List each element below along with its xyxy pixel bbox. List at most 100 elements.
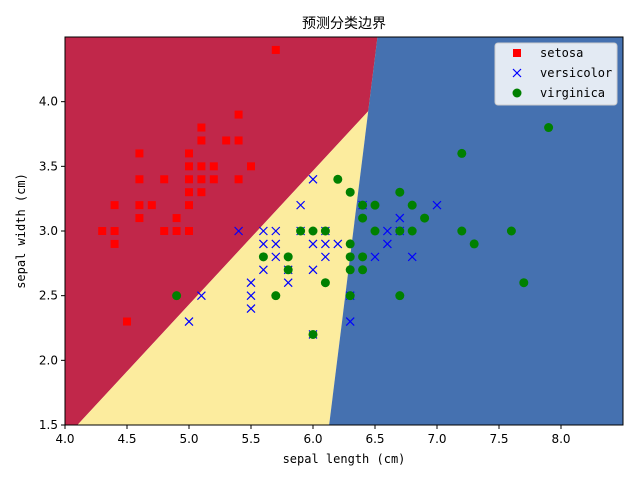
setosa-point	[209, 162, 218, 171]
virginica-point	[370, 200, 380, 210]
virginica-point	[345, 239, 355, 249]
legend-marker-setosa	[513, 49, 521, 57]
setosa-point	[185, 175, 193, 184]
setosa-point	[110, 201, 119, 210]
virginica-point	[345, 265, 355, 275]
x-tick-label: 6.0	[303, 432, 322, 446]
setosa-point	[185, 201, 193, 210]
x-tick-label: 7.0	[427, 432, 446, 446]
versicolor-point	[382, 239, 392, 249]
setosa-point	[222, 136, 231, 145]
y-axis-ticks: 1.5 2.0 2.5 3.0 3.5 4.0	[39, 95, 65, 432]
virginica-point	[308, 329, 318, 339]
versicolor-point	[184, 317, 194, 326]
setosa-point	[247, 162, 255, 171]
virginica-point	[358, 265, 368, 275]
setosa-point	[197, 136, 206, 145]
virginica-point	[420, 213, 430, 223]
decision-regions	[65, 37, 623, 425]
virginica-point	[457, 148, 467, 158]
setosa-point	[172, 214, 181, 223]
x-tick-label: 8.0	[551, 432, 570, 446]
versicolor-point	[296, 200, 306, 210]
virginica-point	[407, 226, 417, 236]
virginica-point	[345, 187, 355, 197]
setosa-point	[135, 214, 144, 223]
setosa-point	[185, 227, 193, 235]
virginica-point	[358, 252, 368, 262]
setosa-point	[160, 227, 169, 235]
y-tick-label: 4.0	[39, 95, 58, 109]
setosa-point	[234, 110, 243, 119]
setosa-point	[135, 201, 144, 210]
versicolor-point	[432, 200, 442, 210]
region-versicolor	[77, 37, 438, 425]
versicolor-point	[333, 239, 343, 249]
versicolor-point	[246, 304, 256, 314]
versicolor-point	[308, 265, 318, 275]
legend-box	[494, 42, 618, 106]
y-tick-label: 2.5	[39, 289, 58, 303]
x-tick-label: 4.0	[55, 432, 74, 446]
virginica-point	[457, 226, 467, 236]
legend: setosa versicolor virginica	[494, 42, 618, 106]
virginica-point	[506, 226, 516, 236]
virginica-point	[395, 291, 405, 301]
virginica-point	[296, 226, 306, 236]
setosa-point	[197, 123, 206, 132]
virginica-point	[345, 252, 355, 262]
virginica-point	[407, 200, 417, 210]
setosa-point	[98, 227, 107, 235]
versicolor-point	[258, 239, 268, 249]
legend-label-versicolor: versicolor	[540, 66, 612, 80]
virginica-point	[271, 291, 281, 301]
versicolor-point	[283, 278, 293, 288]
y-axis-label: sepal width (cm)	[14, 173, 28, 289]
versicolor-point	[271, 252, 281, 262]
setosa-point	[172, 227, 181, 235]
chart-title: 预测分类边界	[302, 16, 386, 32]
setosa-point	[234, 136, 243, 145]
virginica-point	[283, 252, 293, 262]
virginica-point	[544, 123, 554, 133]
virginica-point	[395, 226, 405, 236]
setosa-point	[185, 149, 193, 158]
versicolor-point	[370, 252, 380, 262]
setosa-point	[185, 188, 193, 197]
legend-label-virginica: virginica	[540, 86, 605, 100]
y-tick-label: 3.5	[39, 159, 58, 173]
x-tick-label: 5.0	[179, 432, 198, 446]
legend-marker-virginica	[512, 88, 522, 98]
setosa-point	[234, 175, 243, 184]
versicolor-point	[246, 291, 256, 301]
x-tick-label: 7.5	[489, 432, 508, 446]
versicolor-point	[345, 317, 355, 326]
versicolor-point	[246, 278, 256, 288]
setosa-point	[147, 201, 156, 210]
setosa-point	[271, 45, 280, 54]
y-tick-label: 1.5	[39, 418, 58, 432]
setosa-point	[110, 239, 119, 248]
virginica-point	[308, 226, 318, 236]
virginica-point	[333, 174, 343, 184]
virginica-point	[370, 226, 380, 236]
virginica-point	[469, 239, 479, 249]
versicolor-point	[320, 239, 330, 249]
virginica-point	[320, 226, 330, 236]
x-tick-label: 5.5	[241, 432, 260, 446]
setosa-point	[160, 175, 169, 184]
versicolor-point	[258, 265, 268, 275]
virginica-point	[345, 291, 355, 301]
setosa-point	[110, 227, 119, 235]
versicolor-point	[234, 226, 244, 236]
virginica-point	[172, 291, 182, 301]
setosa-point	[209, 175, 218, 184]
versicolor-point	[320, 252, 330, 262]
virginica-point	[358, 200, 368, 210]
versicolor-point	[271, 239, 281, 249]
versicolor-point	[308, 239, 318, 249]
setosa-point	[123, 317, 131, 326]
setosa-point	[135, 149, 144, 158]
virginica-point	[395, 187, 405, 197]
